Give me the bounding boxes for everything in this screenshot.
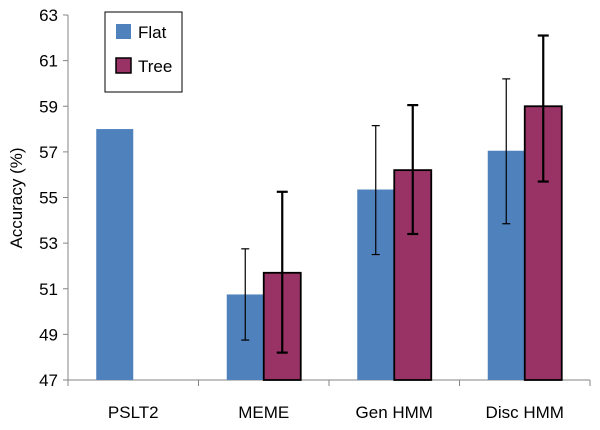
y-tick-label: 63: [39, 6, 58, 25]
y-tick-label: 61: [39, 52, 58, 71]
labels-group: 47 49 51 53 55 57 59 61 63 PSLT2 MEME Gen HMM Disc H…: [39, 6, 564, 422]
y-tick-label: 57: [39, 143, 58, 162]
y-tick-label: 53: [39, 234, 58, 253]
y-tick-label: 49: [39, 325, 58, 344]
legend-swatch-tree: [115, 57, 132, 74]
y-tick-label: 51: [39, 280, 58, 299]
bars-group: [96, 105, 563, 381]
legend: Flat Tree: [104, 11, 183, 93]
y-tick-label: 47: [39, 371, 58, 390]
legend-swatch-flat: [116, 24, 131, 39]
y-tick-label: 59: [39, 97, 58, 116]
x-category-label: Gen HMM: [356, 403, 433, 422]
legend-label-flat: Flat: [138, 23, 167, 42]
error-bars-group: [241, 34, 549, 354]
x-category-label: PSLT2: [108, 403, 159, 422]
bar-flat: [96, 129, 134, 380]
x-category-label: Disc HMM: [486, 403, 564, 422]
legend-label-tree: Tree: [138, 57, 172, 76]
y-axis-title: Accuracy (%): [7, 147, 26, 248]
x-category-label: MEME: [238, 403, 289, 422]
y-tick-label: 55: [39, 189, 58, 208]
